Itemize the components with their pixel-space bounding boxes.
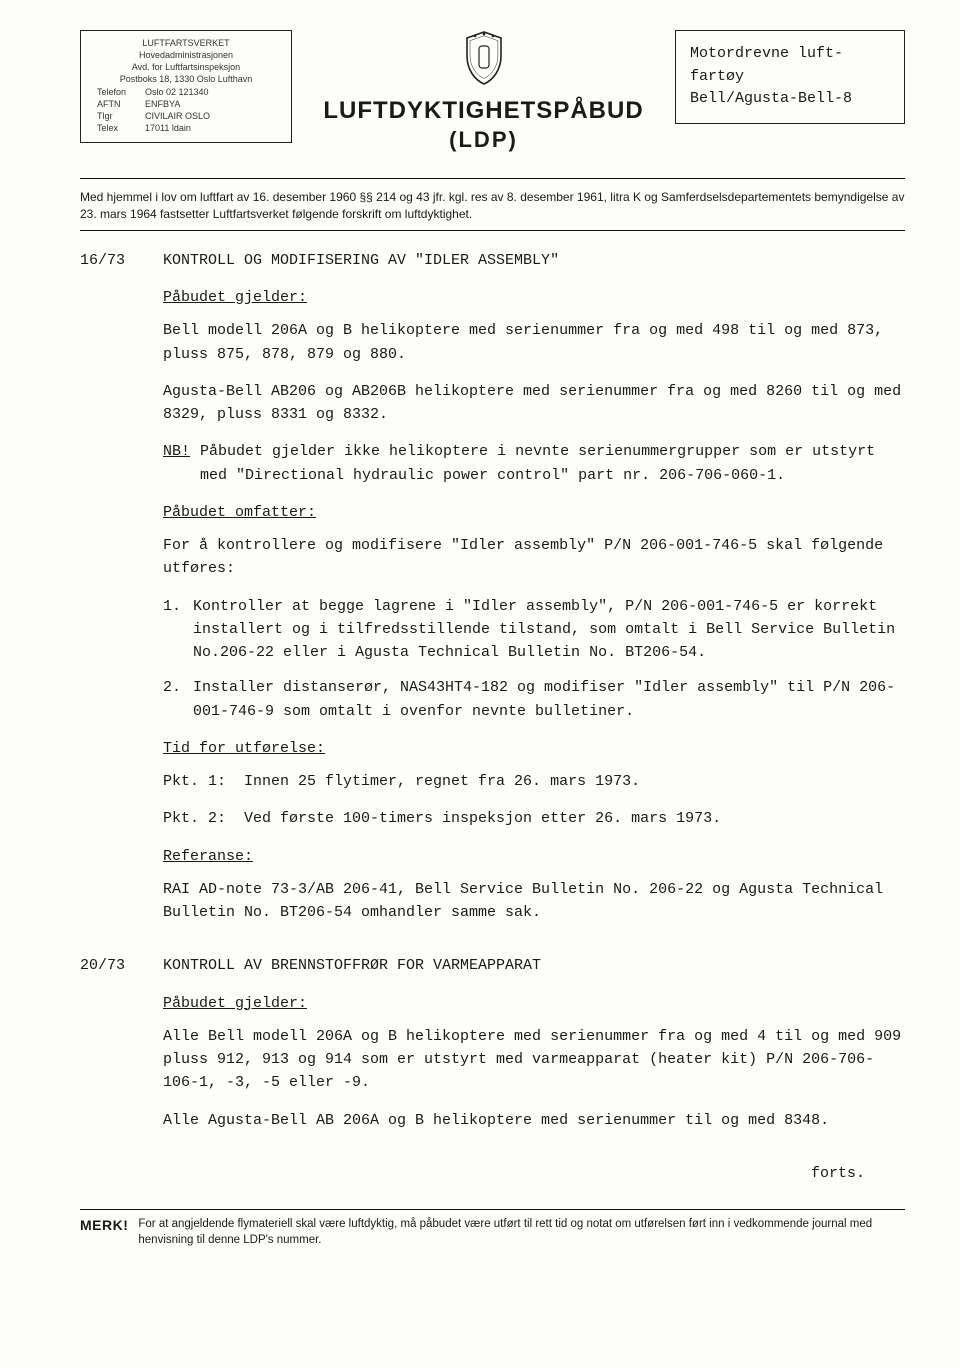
agency-tlgr-value: CIVILAIR OSLO xyxy=(145,110,210,122)
agency-aftn-value: ENFBYA xyxy=(145,98,180,110)
agency-tlgr: Tlgr CIVILAIR OSLO xyxy=(91,110,281,122)
e1-item2: 2. Installer distanserør, NAS43HT4-182 o… xyxy=(163,676,905,723)
e1-nb: NB! Påbudet gjelder ikke helikoptere i n… xyxy=(163,440,905,487)
footer: MERK! For at angjeldende flymateriell sk… xyxy=(80,1209,905,1248)
e2-p2: Alle Agusta-Bell AB 206A og B helikopter… xyxy=(163,1109,905,1132)
agency-line4: Postboks 18, 1330 Oslo Lufthavn xyxy=(91,73,281,85)
merk-text: For at angjeldende flymateriell skal vær… xyxy=(138,1216,905,1248)
e1-heading-omfatter: Påbudet omfatter: xyxy=(163,501,905,524)
entry-1673: 16/73 KONTROLL OG MODIFISERING AV "IDLER… xyxy=(80,249,905,939)
agency-tel-key: Telefon xyxy=(97,86,137,98)
e1-nb-text: Påbudet gjelder ikke helikoptere i nevnt… xyxy=(200,440,905,487)
e1-item2-text: Installer distanserør, NAS43HT4-182 og m… xyxy=(193,676,905,723)
e1-t1: Pkt. 1: Innen 25 flytimer, regnet fra 26… xyxy=(163,770,905,793)
e1-item1-text: Kontroller at begge lagrene i "Idler ass… xyxy=(193,595,905,665)
agency-telex-value: 17011 ldain xyxy=(145,122,191,134)
entry-2073-number: 20/73 xyxy=(80,954,135,1146)
entry-2073-title: KONTROLL AV BRENNSTOFFRØR FOR VARMEAPPAR… xyxy=(163,954,905,977)
agency-telex-key: Telex xyxy=(97,122,137,134)
agency-aftn-key: AFTN xyxy=(97,98,137,110)
e1-p3: For å kontrollere og modifisere "Idler a… xyxy=(163,534,905,581)
merk-label: MERK! xyxy=(80,1216,128,1248)
e1-ref: RAI AD-note 73-3/AB 206-41, Bell Service… xyxy=(163,878,905,925)
agency-tlgr-key: Tlgr xyxy=(97,110,137,122)
merk-note: MERK! For at angjeldende flymateriell sk… xyxy=(80,1216,905,1248)
agency-tel: Telefon Oslo 02 121340 xyxy=(91,86,281,98)
agency-line2: Hovedadministrasjonen xyxy=(91,49,281,61)
e1-p1: Bell modell 206A og B helikoptere med se… xyxy=(163,319,905,366)
class-line2: fartøy xyxy=(690,66,890,89)
entry-1673-content: KONTROLL OG MODIFISERING AV "IDLER ASSEM… xyxy=(163,249,905,939)
header-row: LUFTFARTSVERKET Hovedadministrasjonen Av… xyxy=(80,30,905,153)
class-line3: Bell/Agusta-Bell-8 xyxy=(690,88,890,111)
e1-item1: 1. Kontroller at begge lagrene i "Idler … xyxy=(163,595,905,665)
body: 16/73 KONTROLL OG MODIFISERING AV "IDLER… xyxy=(80,249,905,1248)
e1-p2: Agusta-Bell AB206 og AB206B helikoptere … xyxy=(163,380,905,427)
rule-top xyxy=(80,178,905,179)
doc-subtitle: (LDP) xyxy=(312,127,655,153)
preamble-text: Med hjemmel i lov om luftfart av 16. des… xyxy=(80,185,905,231)
e1-heading-gjelder: Påbudet gjelder: xyxy=(163,286,905,309)
e1-heading-ref: Referanse: xyxy=(163,845,905,868)
entry-1673-number: 16/73 xyxy=(80,249,135,939)
entry-2073: 20/73 KONTROLL AV BRENNSTOFFRØR FOR VARM… xyxy=(80,954,905,1146)
e2-p1: Alle Bell modell 206A og B helikoptere m… xyxy=(163,1025,905,1095)
e1-item1-n: 1. xyxy=(163,595,183,665)
agency-aftn: AFTN ENFBYA xyxy=(91,98,281,110)
e1-t2: Pkt. 2: Ved første 100-timers inspeksjon… xyxy=(163,807,905,830)
agency-telex: Telex 17011 ldain xyxy=(91,122,281,134)
doc-title: LUFTDYKTIGHETSPÅBUD xyxy=(312,97,655,125)
agency-name: LUFTFARTSVERKET xyxy=(91,37,281,49)
entry-2073-content: KONTROLL AV BRENNSTOFFRØR FOR VARMEAPPAR… xyxy=(163,954,905,1146)
e1-item2-n: 2. xyxy=(163,676,183,723)
page: LUFTFARTSVERKET Hovedadministrasjonen Av… xyxy=(0,0,960,1368)
e1-heading-tid: Tid for utførelse: xyxy=(163,737,905,760)
e2-heading-gjelder: Påbudet gjelder: xyxy=(163,992,905,1015)
classification-box: Motordrevne luft- fartøy Bell/Agusta-Bel… xyxy=(675,30,905,124)
continued-label: forts. xyxy=(80,1162,905,1185)
crest-icon xyxy=(461,30,507,91)
agency-line3: Avd. for Luftfartsinspeksjon xyxy=(91,61,281,73)
agency-box: LUFTFARTSVERKET Hovedadministrasjonen Av… xyxy=(80,30,292,143)
class-line1: Motordrevne luft- xyxy=(690,43,890,66)
title-column: LUFTDYKTIGHETSPÅBUD (LDP) xyxy=(312,30,655,153)
e1-nb-label: NB! xyxy=(163,440,190,487)
entry-1673-title: KONTROLL OG MODIFISERING AV "IDLER ASSEM… xyxy=(163,249,905,272)
agency-tel-value: Oslo 02 121340 xyxy=(145,86,209,98)
